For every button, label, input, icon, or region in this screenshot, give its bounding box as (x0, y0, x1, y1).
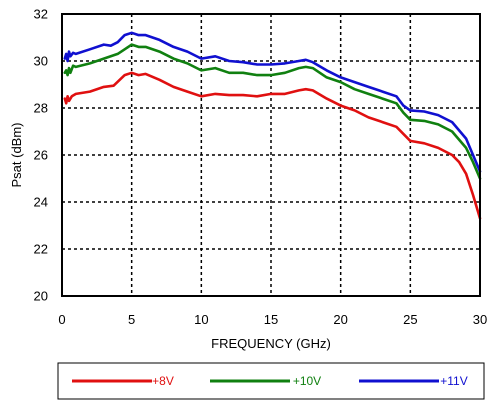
y-tick-label: 30 (34, 54, 48, 69)
series-line-10V (63, 43, 482, 180)
tick-labels: 0 5 10 15 20 25 30 20 22 24 26 28 30 32 (34, 7, 488, 328)
x-tick-label: 5 (128, 312, 135, 327)
x-axis-label: FREQUENCY (GHz) (211, 336, 331, 351)
y-tick-label: 22 (34, 242, 48, 257)
legend-label: +11V (440, 374, 467, 388)
series-line-11V (63, 31, 482, 173)
x-tick-label: 20 (333, 312, 347, 327)
y-axis-label: Psat (dBm) (9, 122, 24, 187)
y-tick-label: 20 (34, 289, 48, 304)
grid (62, 14, 480, 296)
legend-box (57, 362, 485, 400)
series-line-8V (63, 71, 482, 220)
y-tick-label: 26 (34, 148, 48, 163)
x-tick-label: 25 (403, 312, 417, 327)
y-tick-label: 24 (34, 195, 48, 210)
x-tick-label: 30 (473, 312, 487, 327)
legend-label: +8V (152, 374, 174, 388)
x-tick-label: 10 (194, 312, 208, 327)
series-lines (63, 31, 482, 220)
x-tick-label: 0 (58, 312, 65, 327)
y-tick-label: 32 (34, 7, 48, 22)
legend-label: +10V (293, 374, 321, 388)
legend: +8V +10V +11V (72, 374, 468, 388)
plot-frame (61, 13, 481, 297)
y-tick-label: 28 (34, 101, 48, 116)
x-tick-label: 15 (264, 312, 278, 327)
